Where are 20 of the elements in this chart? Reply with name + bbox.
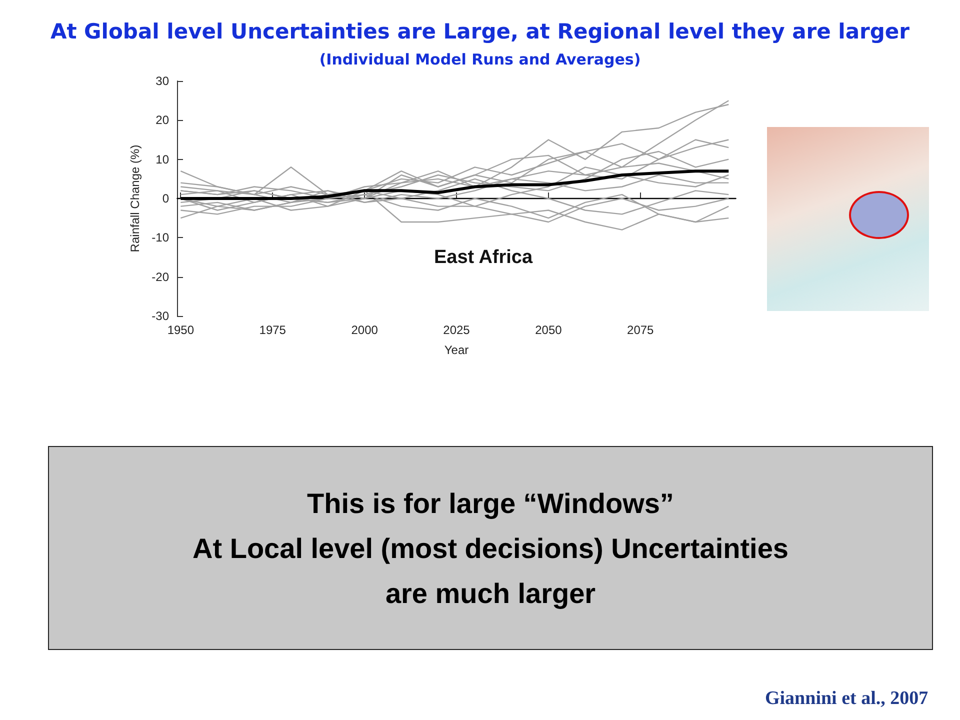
x-tick-label: 1950	[167, 323, 194, 337]
y-tick-label: 30	[156, 74, 170, 88]
chart-subtitle: (Individual Model Runs and Averages)	[319, 50, 641, 68]
x-tick-label: 2050	[535, 323, 562, 337]
y-tick-label: 20	[156, 113, 170, 128]
y-tick-label: -30	[152, 309, 170, 323]
y-tick-label: 0	[162, 192, 170, 206]
y-tick-label: -10	[152, 230, 170, 245]
x-tick-label: 1975	[259, 323, 286, 337]
text: Giannini et al., 2007	[765, 688, 928, 710]
x-tick-label: 2075	[627, 323, 654, 337]
annotation: East Africa	[434, 247, 533, 268]
x-tick-label: 2025	[443, 323, 470, 337]
y-tick-label: 10	[156, 152, 170, 166]
chart-title: At Global level Uncertainties are Large, at Regional level they are larger	[50, 20, 910, 44]
x-tick-label: 2000	[351, 323, 378, 337]
text: This is for large “Windows” At Local level (most decisions) Uncertainties are much larger	[48, 446, 933, 650]
y-tick-label: -20	[152, 270, 170, 284]
y-axis-title: Rainfall Change (%)	[128, 144, 142, 252]
x-axis-title: Year	[444, 343, 469, 357]
